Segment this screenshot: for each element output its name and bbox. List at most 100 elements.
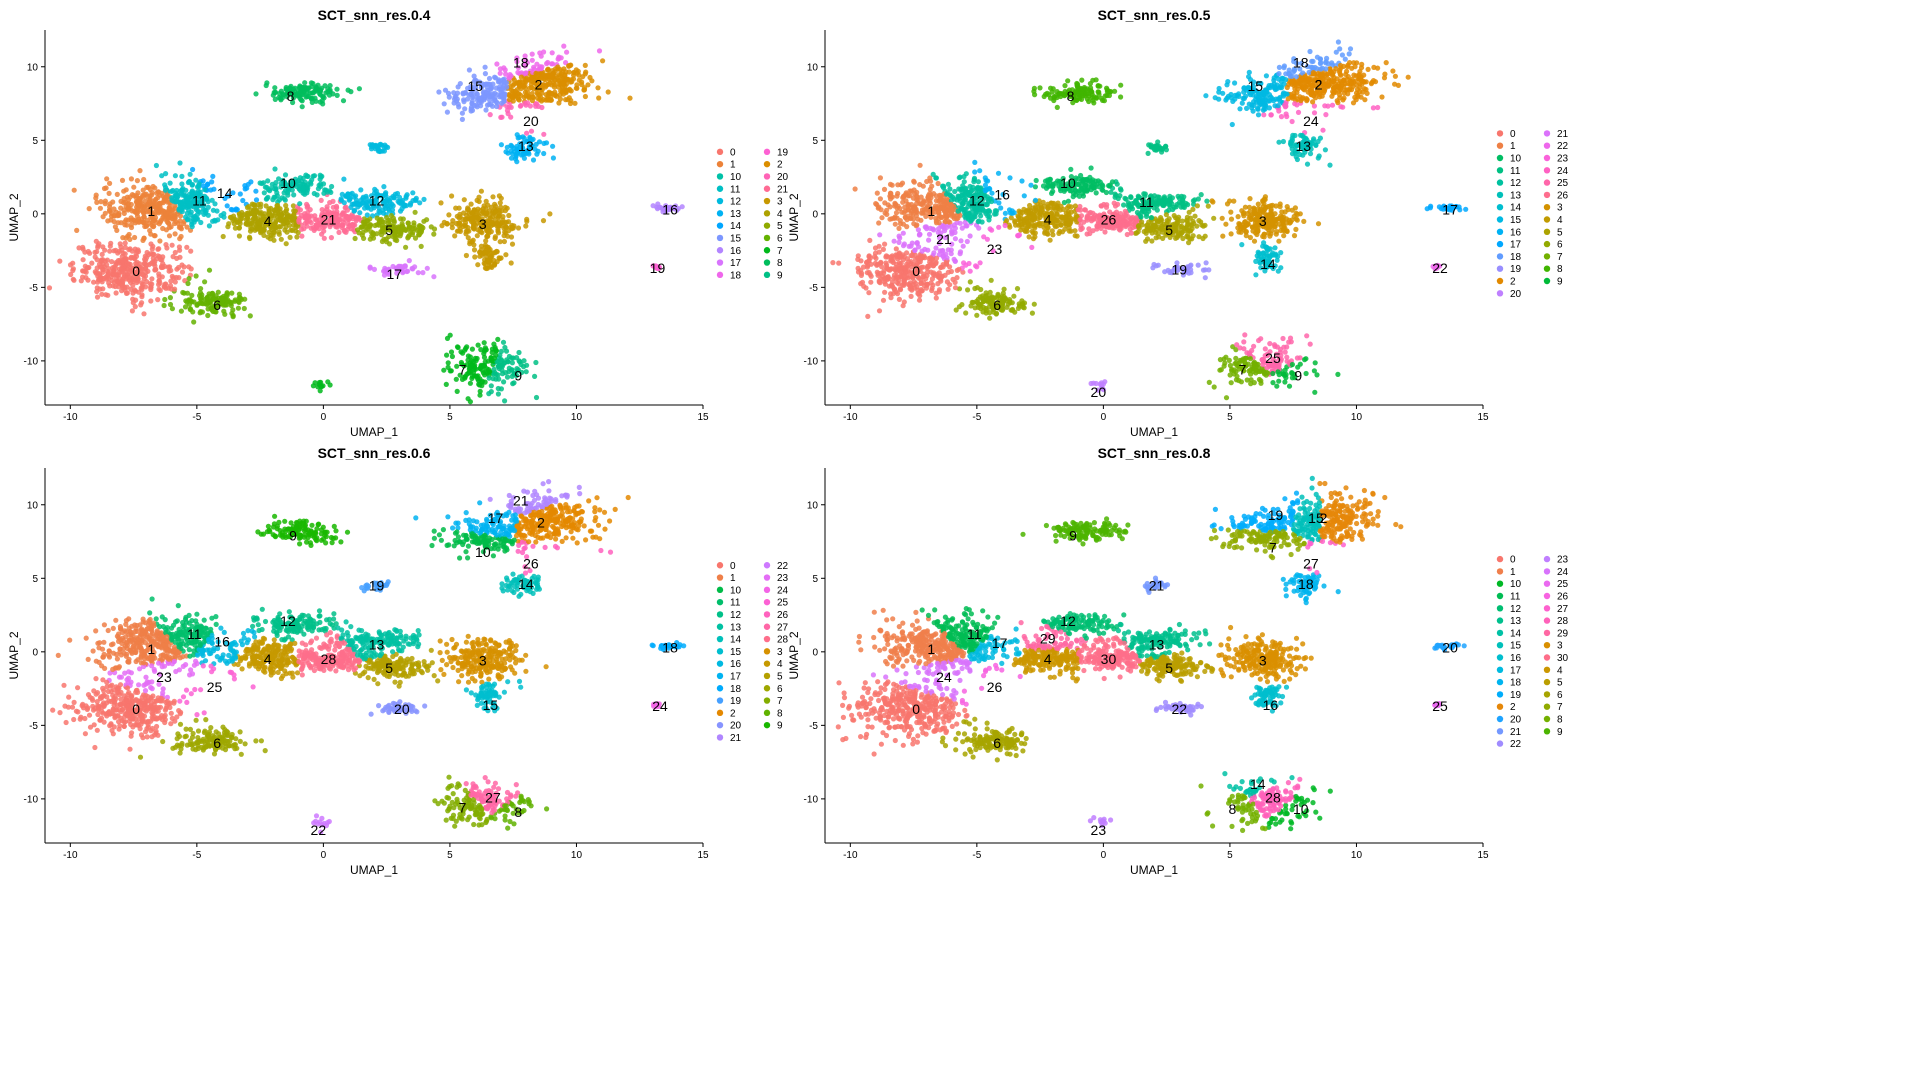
legend-key xyxy=(717,259,723,265)
data-point xyxy=(204,302,209,307)
data-point xyxy=(534,152,539,157)
data-point xyxy=(493,234,498,239)
legend-key xyxy=(717,222,723,228)
data-point xyxy=(104,176,109,181)
data-point xyxy=(82,269,87,274)
data-point xyxy=(830,260,835,265)
data-point xyxy=(1050,228,1055,233)
data-point xyxy=(145,269,150,274)
legend-label: 6 xyxy=(777,233,783,244)
data-point xyxy=(248,313,253,318)
data-point xyxy=(158,288,163,293)
data-point xyxy=(918,255,923,260)
data-point xyxy=(596,95,601,100)
data-point xyxy=(358,187,363,192)
data-point xyxy=(377,142,382,147)
data-point xyxy=(272,208,277,213)
panel-title: SCT_snn_res.0.4 xyxy=(318,7,431,23)
legend-key xyxy=(764,272,770,278)
data-point xyxy=(188,298,193,303)
cluster-label: 21 xyxy=(321,212,337,228)
data-point xyxy=(1088,210,1093,215)
data-point xyxy=(1162,196,1167,201)
data-point xyxy=(509,94,514,99)
data-point xyxy=(1169,201,1174,206)
data-point xyxy=(270,233,275,238)
data-point xyxy=(911,179,916,184)
data-point xyxy=(904,262,909,267)
data-point xyxy=(518,103,523,108)
data-point xyxy=(886,202,891,207)
cluster-label: 1 xyxy=(147,203,155,219)
data-point xyxy=(1048,238,1053,243)
data-point xyxy=(968,269,973,274)
data-point xyxy=(354,216,359,221)
data-point xyxy=(488,102,493,107)
data-point xyxy=(893,202,898,207)
data-point xyxy=(209,179,214,184)
data-point xyxy=(927,232,932,237)
data-point xyxy=(173,173,178,178)
data-point xyxy=(531,95,536,100)
data-point xyxy=(184,225,189,230)
data-point xyxy=(548,91,553,96)
legend-key xyxy=(717,173,723,179)
data-point xyxy=(419,244,424,249)
data-point xyxy=(238,221,243,226)
data-point xyxy=(151,184,156,189)
data-point xyxy=(153,233,158,238)
data-point xyxy=(913,247,918,252)
data-point xyxy=(325,379,330,384)
data-point xyxy=(1204,199,1209,204)
data-point xyxy=(1004,218,1009,223)
data-point xyxy=(914,207,919,212)
legend-key xyxy=(717,247,723,253)
data-point xyxy=(1180,198,1185,203)
data-point xyxy=(168,181,173,186)
data-point xyxy=(867,270,872,275)
data-point xyxy=(149,282,154,287)
data-point xyxy=(174,199,179,204)
data-point xyxy=(189,293,194,298)
data-point xyxy=(483,107,488,112)
cluster-label: 12 xyxy=(369,193,385,209)
data-point xyxy=(498,71,503,76)
data-point xyxy=(1037,223,1042,228)
data-point xyxy=(564,50,569,55)
data-point xyxy=(194,216,199,221)
x-tick-label: -5 xyxy=(192,412,201,423)
legend-key xyxy=(717,198,723,204)
data-point xyxy=(116,270,121,275)
data-point xyxy=(944,262,949,267)
cluster-label: 5 xyxy=(385,222,393,238)
data-point xyxy=(945,279,950,284)
data-point xyxy=(402,203,407,208)
data-point xyxy=(512,77,517,82)
data-point xyxy=(1012,210,1017,215)
data-point xyxy=(517,358,522,363)
data-point xyxy=(141,311,146,316)
data-point xyxy=(534,395,539,400)
data-point xyxy=(555,64,560,69)
data-point xyxy=(506,111,511,116)
data-point xyxy=(987,310,992,315)
data-point xyxy=(976,226,981,231)
data-point xyxy=(186,180,191,185)
data-point xyxy=(876,271,881,276)
legend-label: 10 xyxy=(730,172,742,183)
data-point xyxy=(410,266,415,271)
data-point xyxy=(365,212,370,217)
data-point xyxy=(492,96,497,101)
data-point xyxy=(937,198,942,203)
data-point xyxy=(916,227,921,232)
data-point xyxy=(494,61,499,66)
data-point xyxy=(1143,239,1148,244)
legend-key xyxy=(764,210,770,216)
data-point xyxy=(530,58,535,63)
data-point xyxy=(237,233,242,238)
data-point xyxy=(478,389,483,394)
data-point xyxy=(523,78,528,83)
data-point xyxy=(970,213,975,218)
data-point xyxy=(888,266,893,271)
data-point xyxy=(1003,223,1008,228)
